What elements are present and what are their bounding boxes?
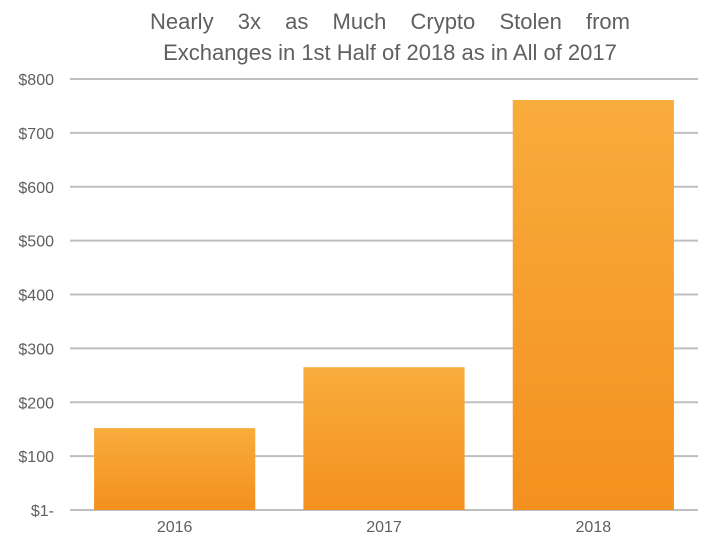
chart-title-line-1: Nearly 3x as Much Crypto Stolen from <box>150 9 630 34</box>
x-tick-label: 2018 <box>576 519 612 536</box>
y-tick-label: $1- <box>31 503 54 520</box>
y-tick-label: $600 <box>18 180 54 197</box>
bars <box>94 100 674 510</box>
x-axis-tick-labels: 2016 2017 2018 <box>157 519 611 536</box>
bar-2018 <box>512 100 674 510</box>
y-tick-label: $200 <box>18 395 54 412</box>
bar-2017 <box>303 367 465 510</box>
y-tick-label: $700 <box>18 126 54 143</box>
y-tick-label: $800 <box>18 72 54 89</box>
x-tick-label: 2017 <box>366 519 402 536</box>
y-axis-tick-labels: $1- $100 $200 $300 $400 $500 $600 $700 $800 <box>18 72 54 520</box>
y-tick-label: $300 <box>18 341 54 358</box>
y-tick-label: $500 <box>18 234 54 251</box>
bar-2016 <box>94 428 256 510</box>
y-tick-label: $400 <box>18 288 54 305</box>
chart-title: Nearly 3x as Much Crypto Stolen from Exc… <box>120 6 660 68</box>
x-tick-label: 2016 <box>157 519 193 536</box>
chart-title-line-2: Exchanges in 1st Half of 2018 as in All … <box>163 40 617 65</box>
y-tick-label: $100 <box>18 449 54 466</box>
